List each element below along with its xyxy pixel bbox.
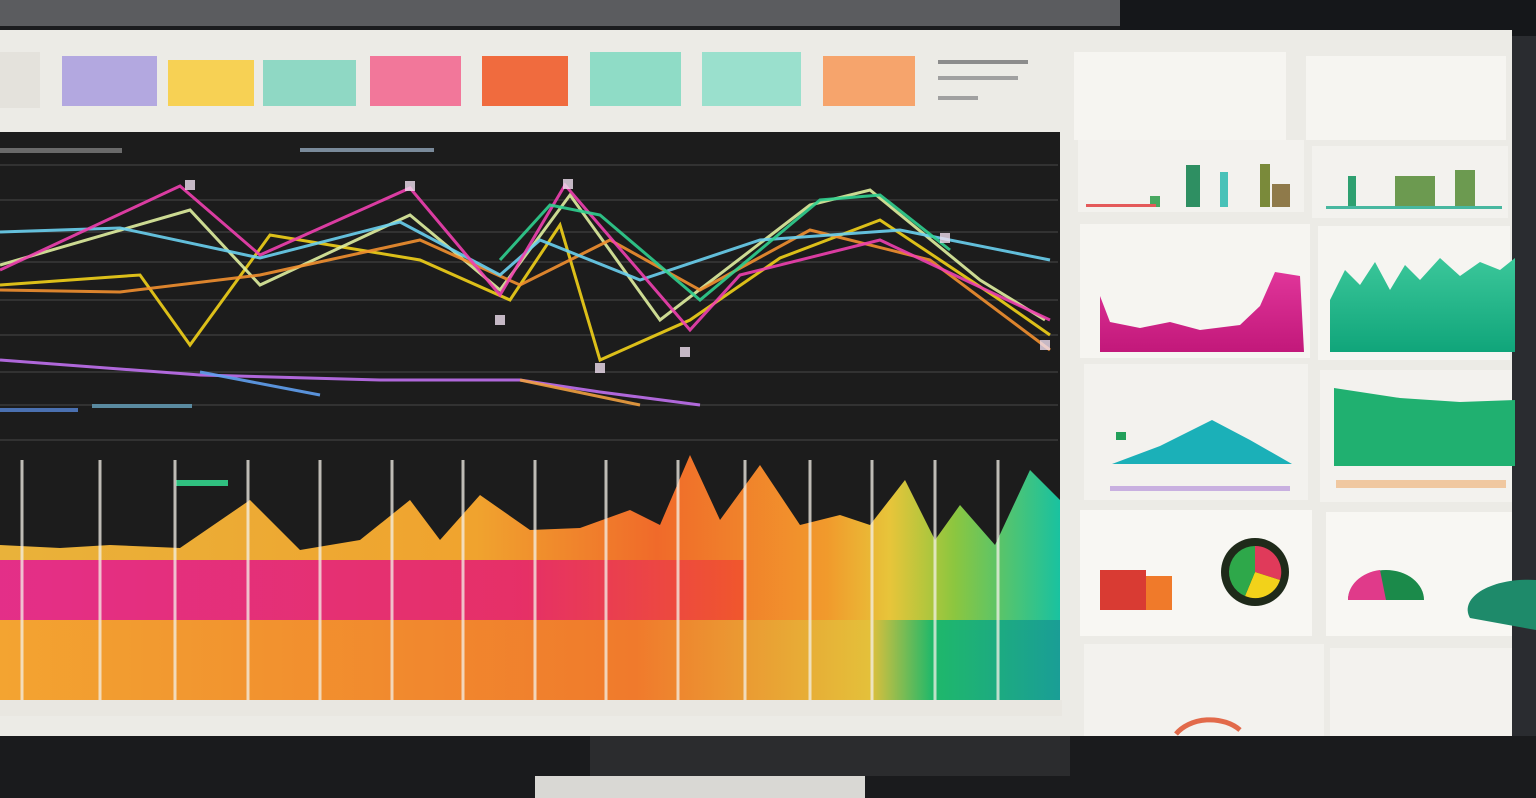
side-panels: [1074, 52, 1536, 736]
pie: [1467, 579, 1536, 630]
text-line: [938, 60, 1028, 64]
chart-line: [0, 220, 1051, 282]
mini-bar: [1150, 196, 1160, 207]
panel: [1330, 648, 1512, 736]
mini-area: [1100, 272, 1304, 352]
grid: [0, 148, 1058, 441]
mini-bar: [1272, 184, 1290, 207]
chart-line: [519, 378, 641, 407]
mini-bar: [1186, 165, 1200, 207]
legend-line: [92, 404, 192, 408]
mini-legend: [1336, 480, 1506, 488]
area-band: [0, 560, 745, 620]
chart-line: [199, 370, 321, 397]
toolbar: [0, 52, 1028, 108]
mini-bar: [1146, 576, 1172, 610]
mini-bar: [1348, 176, 1356, 206]
text-line: [938, 96, 978, 100]
screen-edge: [1512, 36, 1536, 736]
marker: [680, 347, 690, 357]
wall: [0, 0, 1120, 26]
chart-caption: [300, 148, 434, 152]
marker: [940, 233, 950, 243]
text-line: [938, 76, 1018, 80]
mini-bar: [1260, 164, 1270, 207]
mini-bar: [1100, 570, 1146, 610]
x-axis-strip: [0, 700, 1062, 716]
chart-line: [498, 193, 951, 302]
marker: [405, 181, 415, 191]
mini-mark: [1116, 432, 1126, 440]
pie-slice: [1347, 570, 1386, 600]
mini-bar: [1455, 170, 1475, 206]
mini-legend: [1110, 486, 1290, 491]
marker: [495, 315, 505, 325]
mini-area: [1334, 388, 1515, 466]
chart-caption: [0, 148, 122, 153]
legend-line: [176, 480, 228, 486]
marker: [563, 179, 573, 189]
chart-line: [0, 358, 701, 407]
stand: [535, 776, 865, 798]
tool-tile: [0, 52, 40, 108]
chart-line: [0, 182, 1051, 333]
tool-tile[interactable]: [263, 60, 356, 106]
panel: [1074, 52, 1286, 140]
chart-line: [0, 218, 1051, 363]
marker: [595, 363, 605, 373]
marker: [185, 180, 195, 190]
donut-slice: [1255, 545, 1282, 580]
mini-axis: [1086, 204, 1156, 207]
mini-axis: [1326, 206, 1502, 209]
donut-slice: [1245, 572, 1280, 599]
line-chart: [0, 179, 1051, 486]
monitor-base: [590, 736, 1070, 776]
tool-tile[interactable]: [823, 56, 915, 106]
area-chart: [0, 455, 1060, 700]
gauge: [1174, 717, 1242, 736]
tool-tile[interactable]: [482, 56, 568, 106]
chart-line: [0, 188, 1046, 323]
tool-tile[interactable]: [62, 56, 157, 106]
donut-slice: [1229, 546, 1255, 596]
mini-bar: [1220, 172, 1228, 207]
marker: [1040, 340, 1050, 350]
tool-tile[interactable]: [370, 56, 461, 106]
panel: [1306, 56, 1506, 140]
tool-tile[interactable]: [702, 52, 801, 106]
mini-area: [1112, 420, 1292, 464]
column-dividers: [20, 460, 1000, 700]
chart-line: [0, 228, 1051, 352]
tool-tile[interactable]: [590, 52, 681, 106]
tool-tile[interactable]: [168, 60, 254, 106]
legend-line: [0, 408, 78, 412]
mini-bar: [1395, 176, 1435, 206]
mini-area: [1330, 258, 1515, 352]
area-base: [0, 620, 1060, 700]
